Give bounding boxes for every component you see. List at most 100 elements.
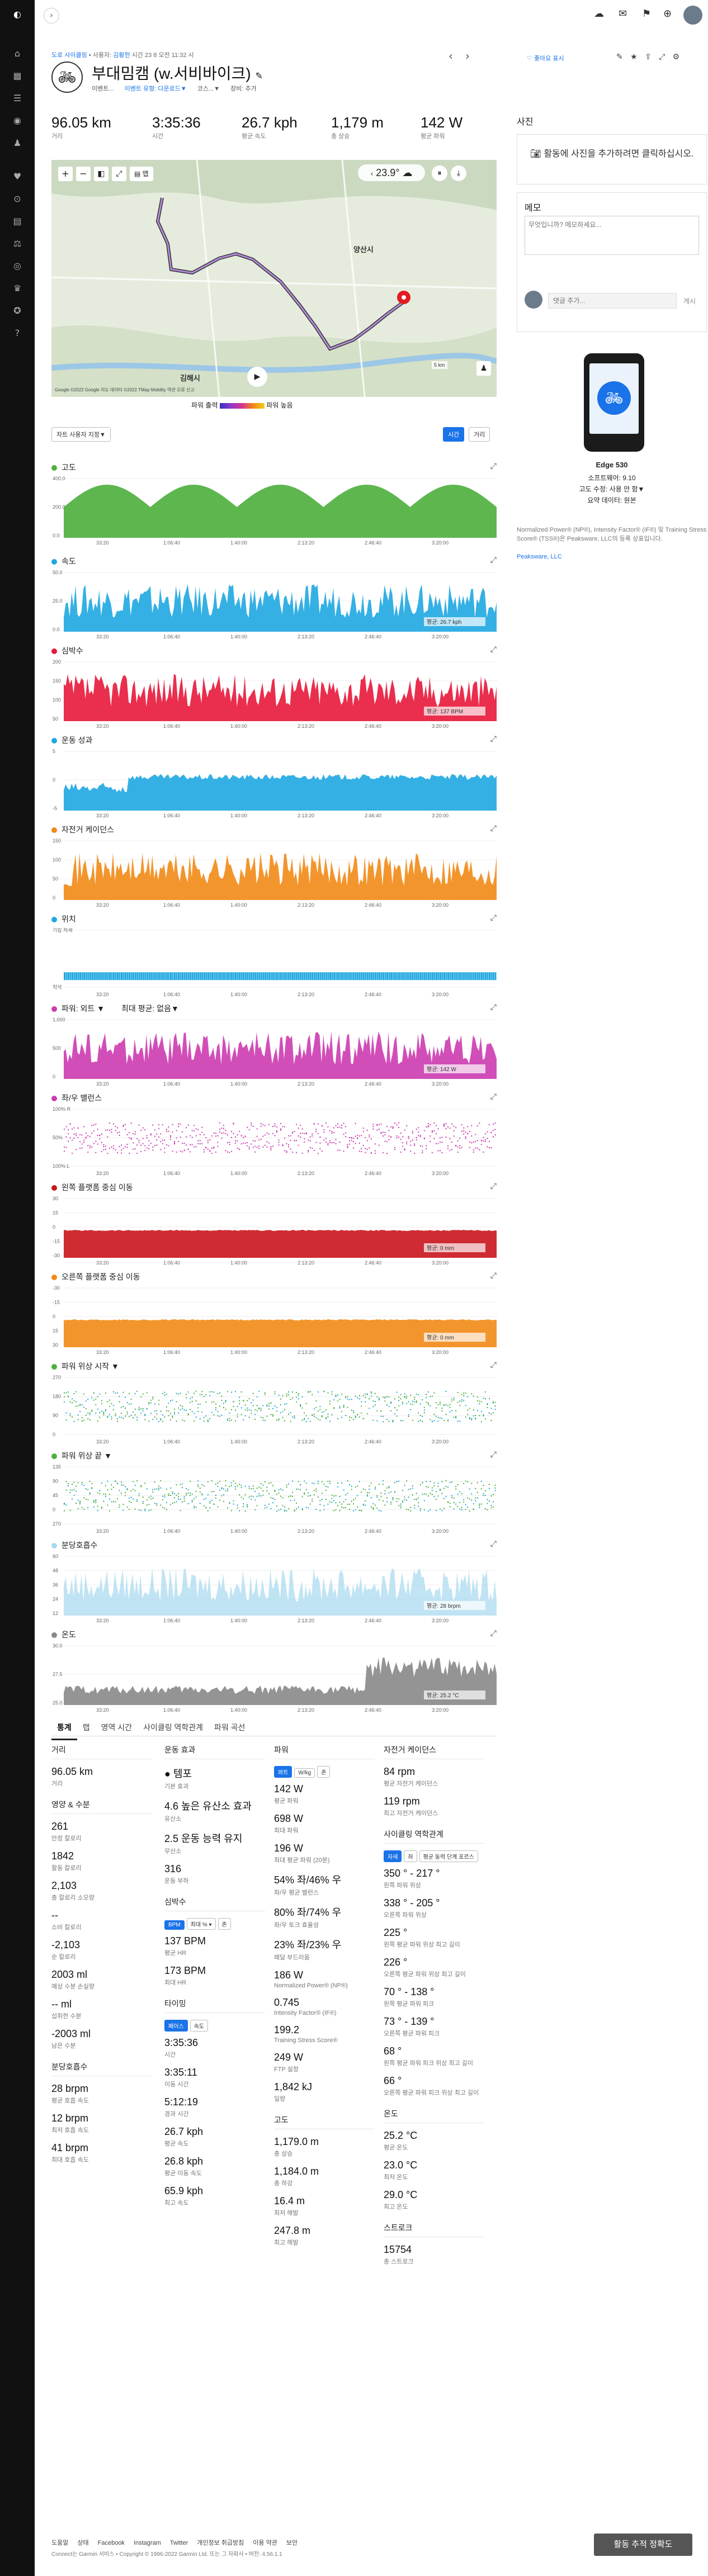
unit-toggle-option[interactable]: BPM xyxy=(164,1920,185,1930)
chart-title[interactable]: 속도 xyxy=(51,556,76,567)
chart-title-text[interactable]: 고도 xyxy=(62,463,76,472)
chart-title-text[interactable]: 속도 xyxy=(62,557,76,566)
chart-title[interactable]: 왼쪽 플랫폼 중심 이동 xyxy=(51,1182,133,1193)
chart-title-text[interactable]: 파워: 외트 ▼ xyxy=(62,1004,105,1013)
tab-3[interactable]: 사이클링 역학관계 xyxy=(143,1723,204,1732)
unit-toggle-option[interactable]: 자세 xyxy=(384,1850,402,1862)
street-view-icon[interactable]: ♟ xyxy=(476,361,491,376)
chart-title-text[interactable]: 심박수 xyxy=(62,646,83,655)
add-icon[interactable]: ⊕ xyxy=(663,8,672,20)
zoom-out-button[interactable]: − xyxy=(76,167,91,181)
download-icon[interactable]: ⤓ xyxy=(451,165,466,181)
unit-toggle-option[interactable]: 평균 동력 단계 포르스 xyxy=(419,1850,478,1862)
chart-title[interactable]: 고도 xyxy=(51,462,76,473)
fullscreen-icon[interactable]: ⤢ xyxy=(112,167,126,181)
chart-title[interactable]: 파워: 외트 ▼ 최대 평균: 없음▼ xyxy=(51,1003,179,1014)
comment-input[interactable] xyxy=(548,293,677,309)
challenge-icon[interactable]: ♛ xyxy=(13,283,22,293)
tab-4[interactable]: 파워 곡선 xyxy=(214,1723,246,1732)
expand-chart-icon[interactable]: ⤢ xyxy=(490,1182,497,1191)
heart-icon[interactable]: ♥ xyxy=(13,171,22,182)
cloud-sync-icon[interactable]: ☁ xyxy=(594,8,604,20)
chart-title-text[interactable]: 파워 위상 시작 ▼ xyxy=(62,1362,119,1371)
arrow-left-icon[interactable]: ‹ xyxy=(370,170,374,178)
chart-title[interactable]: 파워 위상 끝 ▼ xyxy=(51,1450,112,1461)
chart-title[interactable]: 파워 위상 시작 ▼ xyxy=(51,1361,119,1372)
chart-svg[interactable]: 50.025.00.033:20 1:06:40 1:40:00 2:13:20 2:4… xyxy=(51,570,497,640)
chart-title-text[interactable]: 오른쪽 플랫폼 중심 이동 xyxy=(62,1272,140,1281)
chart-title[interactable]: 좌/우 밸런스 xyxy=(51,1092,102,1104)
chart-title-text[interactable]: 좌/우 밸런스 xyxy=(62,1093,102,1102)
events-menu[interactable]: 이벤트... xyxy=(92,86,114,92)
gear-menu[interactable]: 장비: 추가 xyxy=(230,86,257,92)
garmin-logo-icon[interactable]: ◐ xyxy=(13,9,21,20)
title-text[interactable]: 부대밈캠 (w.서비바이크) xyxy=(92,65,251,82)
unit-toggle-option[interactable]: 속도 xyxy=(190,2020,209,2032)
badge-icon[interactable]: ✪ xyxy=(13,305,21,316)
chart-svg[interactable]: 100% R50%100% L33:20 1:06:40 1:40:00 2:13:2… xyxy=(51,1107,497,1176)
dashboard-icon[interactable]: ⌂ xyxy=(14,48,21,59)
inbox-icon[interactable]: ✉ xyxy=(619,8,627,20)
chart-title[interactable]: 오른쪽 플랫폼 중심 이동 xyxy=(51,1271,140,1282)
footer-link[interactable]: Instagram xyxy=(133,2540,161,2546)
chart-subtitle[interactable]: 최대 평균: 없음▼ xyxy=(121,1004,179,1013)
time-axis-button[interactable]: 시간 xyxy=(443,427,465,442)
expand-chart-icon[interactable]: ⤢ xyxy=(490,462,497,471)
notes-textarea[interactable] xyxy=(525,216,699,255)
feedback-button[interactable]: 활동 추적 정확도 xyxy=(594,2534,692,2556)
next-activity-icon[interactable]: › xyxy=(465,49,470,63)
calendar-icon[interactable]: ▦ xyxy=(13,70,22,81)
avatar[interactable] xyxy=(683,6,702,25)
chart-title[interactable]: 온도 xyxy=(51,1629,76,1640)
distance-axis-button[interactable]: 거리 xyxy=(469,427,490,442)
elevation-correction[interactable]: 고도 수정: 사용 안 함▼ xyxy=(579,485,645,493)
chart-title-text[interactable]: 왼쪽 플랫폼 중심 이동 xyxy=(62,1183,133,1192)
settings-gear-icon[interactable]: ⚙ xyxy=(672,53,680,61)
expand-chart-icon[interactable]: ⤢ xyxy=(490,1540,497,1549)
chart-title[interactable]: 위치 xyxy=(51,913,76,925)
unit-toggle-option[interactable]: 와트 xyxy=(274,1766,292,1778)
chart-title[interactable]: 분당호흡수 xyxy=(51,1540,97,1551)
tab-1[interactable]: 랩 xyxy=(82,1723,90,1732)
collapse-nav-icon[interactable]: › xyxy=(44,8,59,23)
footer-link[interactable]: 개인정보 취급방침 xyxy=(197,2540,244,2546)
unit-toggle-option[interactable]: 페이스 xyxy=(164,2020,188,2032)
chart-svg[interactable]: 30.027.525.033:20 1:06:40 1:40:00 2:13:20 2:… xyxy=(51,1644,497,1713)
expand-chart-icon[interactable]: ⤢ xyxy=(490,913,497,922)
tab-2[interactable]: 영역 시간 xyxy=(101,1723,133,1732)
chart-title-text[interactable]: 파워 위상 끝 ▼ xyxy=(62,1451,112,1460)
zoom-in-button[interactable]: + xyxy=(58,167,73,181)
unit-toggle-option[interactable]: 좌 xyxy=(404,1850,417,1862)
expand-chart-icon[interactable]: ⤢ xyxy=(490,1092,497,1101)
expand-chart-icon[interactable]: ⤢ xyxy=(490,1450,497,1459)
unit-toggle-option[interactable]: W/kg xyxy=(294,1768,315,1778)
chart-icon[interactable]: ▤ xyxy=(13,216,22,226)
running-icon[interactable]: ♟ xyxy=(13,138,22,148)
footer-link[interactable]: 도움말 xyxy=(51,2540,69,2546)
expand-chart-icon[interactable]: ⤢ xyxy=(490,1271,497,1280)
post-comment-button[interactable]: 게시 xyxy=(683,297,696,305)
share-icon[interactable]: ⇪ xyxy=(645,53,652,61)
chart-title[interactable]: 자전거 케이던스 xyxy=(51,824,114,835)
edit-activity-icon[interactable]: ✎ xyxy=(616,53,623,61)
layers-icon[interactable]: ◧ xyxy=(94,167,108,181)
body-icon[interactable]: ⚖ xyxy=(13,238,22,249)
chart-title[interactable]: 심박수 xyxy=(51,645,83,656)
course-menu[interactable]: 코스...▼ xyxy=(197,86,220,92)
chart-title-text[interactable]: 분당호흡수 xyxy=(62,1541,98,1550)
map-type-button[interactable]: ▤ 맵 xyxy=(130,167,153,181)
activity-type[interactable]: 도로 사이클링 xyxy=(51,52,87,59)
like-button[interactable]: ♡ 좋아요 표시 xyxy=(527,54,564,63)
chart-title-text[interactable]: 위치 xyxy=(62,915,76,924)
chart-title[interactable]: 운동 성과 xyxy=(51,735,92,746)
notification-icon[interactable]: ⚑ xyxy=(642,8,652,20)
